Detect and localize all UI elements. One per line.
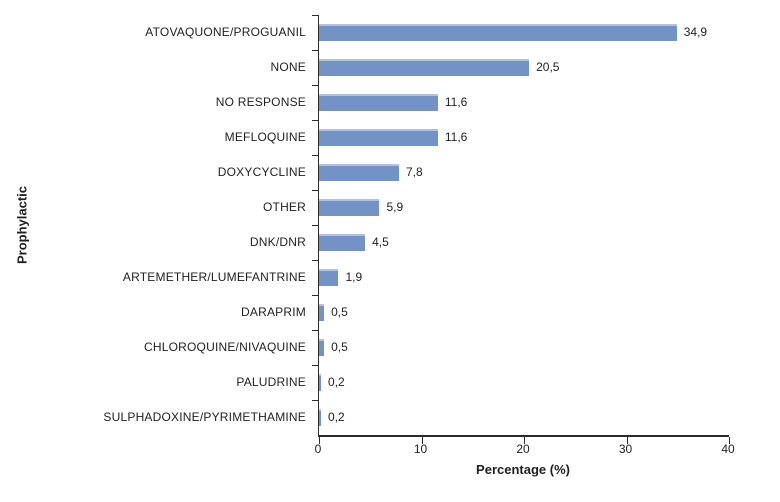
value-label: 0,2 — [328, 375, 345, 389]
bar — [319, 94, 438, 111]
bar — [319, 409, 322, 426]
y-axis-tick — [312, 400, 319, 401]
x-tick-label: 20 — [516, 442, 530, 456]
category-label: ATOVAQUONE/PROGUANIL — [145, 25, 306, 39]
y-axis-tick — [312, 190, 319, 191]
bar — [319, 199, 380, 216]
x-tick-label: 30 — [618, 442, 633, 456]
y-axis-tick — [312, 295, 319, 296]
bar — [319, 374, 322, 391]
plot-area: 34,9 20,5 11,6 11,6 7,8 5,9 4,5 1,9 0,5 0,5 0,2 0,2 — [312, 15, 730, 444]
category-label: NO RESPONSE — [215, 95, 306, 109]
x-axis-tick — [626, 437, 628, 444]
category-label: CHLOROQUINE/NIVAQUINE — [144, 340, 306, 354]
category-label: DARAPRIM — [241, 305, 306, 319]
x-axis-title: Percentage (%) — [476, 462, 570, 477]
category-label: OTHER — [263, 200, 306, 214]
value-label: 7,8 — [405, 165, 423, 179]
y-axis-tick — [312, 330, 319, 331]
category-label: MEFLOQUINE — [224, 130, 306, 144]
value-label: 5,9 — [386, 200, 404, 214]
x-axis-tick — [319, 437, 320, 444]
bar — [319, 129, 438, 146]
category-label: PALUDRINE — [236, 375, 306, 389]
category-label: SULPHADOXINE/PYRIMETHAMINE — [103, 410, 306, 424]
bar — [319, 59, 530, 76]
bar — [319, 304, 325, 321]
y-axis-tick — [312, 120, 319, 121]
x-tick-label: 40 — [721, 442, 735, 456]
x-axis-tick — [524, 437, 525, 444]
bar — [319, 164, 399, 181]
x-tick-label: 0 — [314, 442, 322, 456]
y-axis-tick — [312, 365, 319, 366]
value-label: 0,5 — [331, 305, 348, 319]
x-axis-tick — [421, 437, 423, 444]
y-axis-tick — [312, 50, 319, 51]
x-axis-tick — [729, 437, 730, 444]
value-label: 0,5 — [331, 340, 348, 354]
value-label: 11,6 — [444, 130, 468, 144]
y-axis-tick — [312, 85, 319, 86]
y-axis-tick — [312, 225, 319, 226]
bar — [319, 24, 677, 41]
value-label: 11,6 — [444, 95, 468, 109]
value-label: 34,9 — [683, 25, 708, 39]
category-label: ARTEMETHER/LUMEFANTRINE — [122, 270, 306, 284]
y-axis-tick — [312, 260, 319, 261]
category-label: DNK/DNR — [249, 235, 306, 249]
value-label: 0,2 — [328, 410, 345, 424]
value-label: 20,5 — [536, 60, 560, 74]
value-label: 1,9 — [345, 270, 363, 284]
category-label: DOXYCYCLINE — [217, 165, 306, 179]
y-axis-tick — [312, 155, 319, 156]
bar — [319, 339, 325, 356]
y-axis-tick — [312, 15, 319, 16]
value-label: 4,5 — [372, 235, 389, 249]
bar — [319, 269, 339, 286]
x-tick-label: 10 — [413, 442, 428, 456]
bar — [319, 234, 366, 251]
category-label: NONE — [270, 60, 306, 74]
